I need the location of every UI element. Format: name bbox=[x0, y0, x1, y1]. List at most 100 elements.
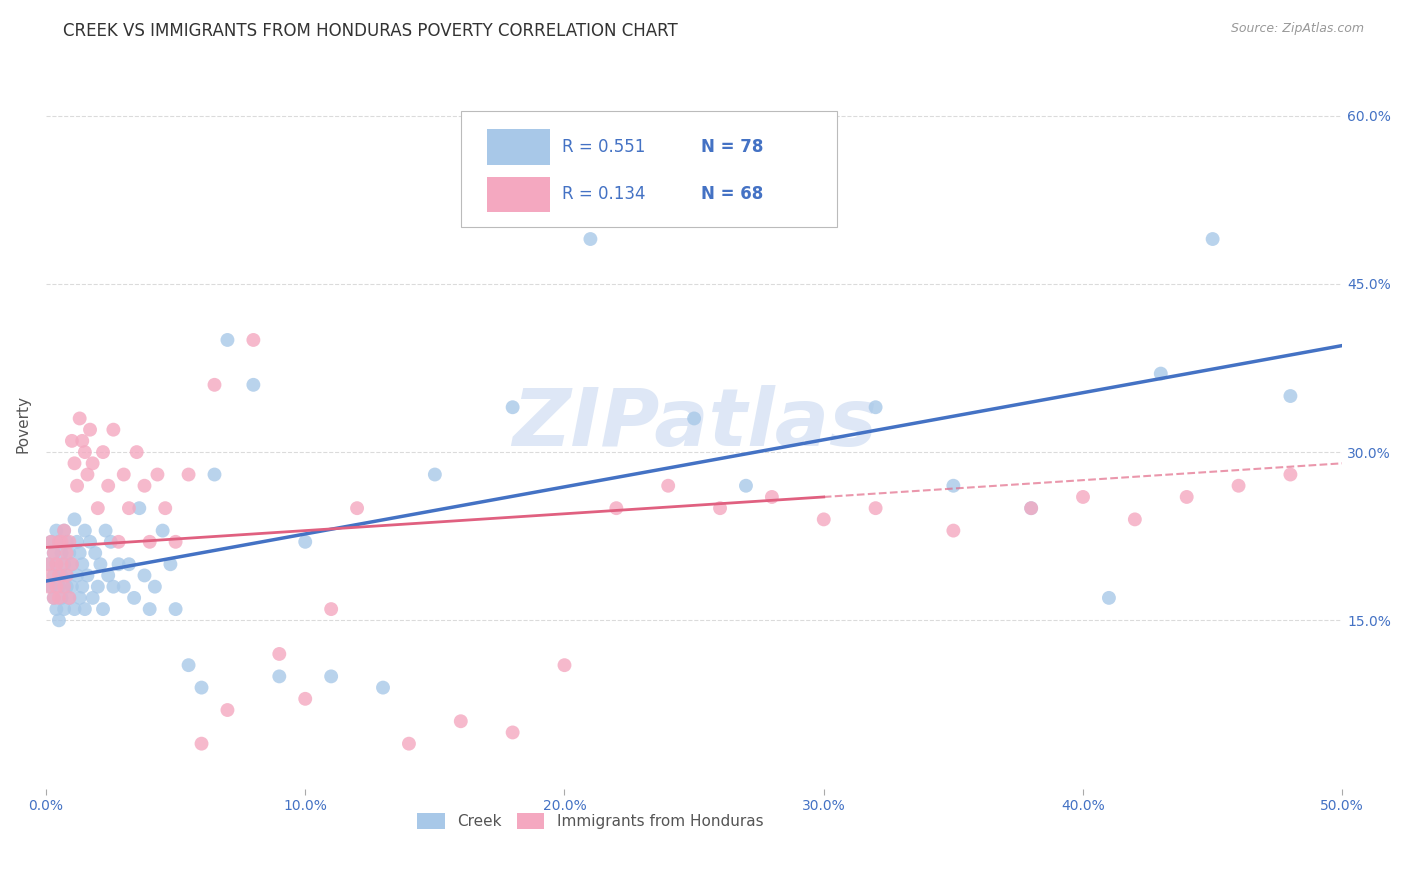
Point bbox=[45, 558, 67, 572]
Point bbox=[346, 501, 368, 516]
Point bbox=[73, 445, 96, 459]
Point bbox=[204, 467, 226, 482]
Point bbox=[51, 534, 73, 549]
Point bbox=[813, 512, 835, 526]
Point bbox=[1227, 479, 1250, 493]
Text: N = 68: N = 68 bbox=[700, 186, 763, 203]
Point bbox=[94, 524, 117, 538]
Point bbox=[38, 558, 60, 572]
Point bbox=[63, 512, 86, 526]
Point bbox=[709, 501, 731, 516]
Point bbox=[76, 467, 98, 482]
Point bbox=[1150, 367, 1173, 381]
Point bbox=[76, 568, 98, 582]
Point bbox=[72, 434, 94, 448]
Text: ZIPatlas: ZIPatlas bbox=[512, 385, 876, 463]
Point bbox=[217, 703, 239, 717]
Point bbox=[53, 580, 76, 594]
Point bbox=[502, 725, 524, 739]
Point bbox=[42, 546, 65, 560]
Point bbox=[100, 534, 122, 549]
Point bbox=[48, 580, 70, 594]
Point bbox=[217, 333, 239, 347]
Point bbox=[55, 568, 77, 582]
Legend: Creek, Immigrants from Honduras: Creek, Immigrants from Honduras bbox=[412, 807, 769, 836]
Point bbox=[942, 524, 965, 538]
FancyBboxPatch shape bbox=[486, 129, 550, 165]
Point bbox=[1019, 501, 1042, 516]
Point bbox=[42, 591, 65, 605]
Point bbox=[48, 534, 70, 549]
Point bbox=[321, 669, 343, 683]
Point bbox=[60, 580, 83, 594]
Point bbox=[69, 591, 91, 605]
Point bbox=[38, 558, 60, 572]
Point bbox=[69, 411, 91, 425]
Point bbox=[1201, 232, 1223, 246]
Point bbox=[48, 613, 70, 627]
Point bbox=[39, 534, 62, 549]
Point bbox=[89, 558, 111, 572]
Point bbox=[242, 333, 264, 347]
Point bbox=[48, 591, 70, 605]
Point bbox=[1279, 389, 1302, 403]
Point bbox=[60, 558, 83, 572]
Point bbox=[502, 401, 524, 415]
Point bbox=[269, 669, 291, 683]
FancyBboxPatch shape bbox=[461, 111, 837, 227]
Text: R = 0.551: R = 0.551 bbox=[562, 138, 645, 156]
Point bbox=[51, 568, 73, 582]
Point bbox=[39, 568, 62, 582]
Point bbox=[91, 445, 114, 459]
Point bbox=[48, 534, 70, 549]
Point bbox=[53, 558, 76, 572]
Point bbox=[118, 501, 141, 516]
Point bbox=[97, 568, 120, 582]
Point bbox=[159, 558, 181, 572]
Point bbox=[51, 546, 73, 560]
Point bbox=[58, 534, 80, 549]
Text: N = 78: N = 78 bbox=[700, 138, 763, 156]
Point bbox=[55, 568, 77, 582]
Text: CREEK VS IMMIGRANTS FROM HONDURAS POVERTY CORRELATION CHART: CREEK VS IMMIGRANTS FROM HONDURAS POVERT… bbox=[63, 22, 678, 40]
Point bbox=[82, 591, 104, 605]
Point bbox=[1019, 501, 1042, 516]
Point bbox=[118, 558, 141, 572]
Point bbox=[55, 546, 77, 560]
Point bbox=[190, 681, 212, 695]
Point bbox=[66, 568, 89, 582]
Point bbox=[942, 479, 965, 493]
Point bbox=[735, 479, 758, 493]
Point bbox=[125, 445, 148, 459]
Point bbox=[605, 501, 627, 516]
Point bbox=[423, 467, 446, 482]
Point bbox=[45, 524, 67, 538]
Point bbox=[45, 580, 67, 594]
Point bbox=[87, 580, 110, 594]
Point bbox=[165, 534, 187, 549]
Point bbox=[107, 534, 129, 549]
Point bbox=[371, 681, 394, 695]
Point bbox=[51, 591, 73, 605]
Point bbox=[72, 558, 94, 572]
Point bbox=[58, 546, 80, 560]
Point bbox=[63, 602, 86, 616]
Point bbox=[155, 501, 177, 516]
Y-axis label: Poverty: Poverty bbox=[15, 395, 30, 453]
Point bbox=[553, 658, 575, 673]
Point bbox=[107, 558, 129, 572]
Point bbox=[42, 591, 65, 605]
Point bbox=[1123, 512, 1146, 526]
Point bbox=[79, 534, 101, 549]
Point bbox=[128, 501, 150, 516]
Point bbox=[45, 558, 67, 572]
Point bbox=[60, 434, 83, 448]
Point bbox=[204, 377, 226, 392]
Point bbox=[38, 580, 60, 594]
Point bbox=[134, 479, 156, 493]
Point bbox=[82, 456, 104, 470]
Point bbox=[165, 602, 187, 616]
Point bbox=[1098, 591, 1121, 605]
Point bbox=[103, 423, 125, 437]
Point bbox=[865, 401, 887, 415]
